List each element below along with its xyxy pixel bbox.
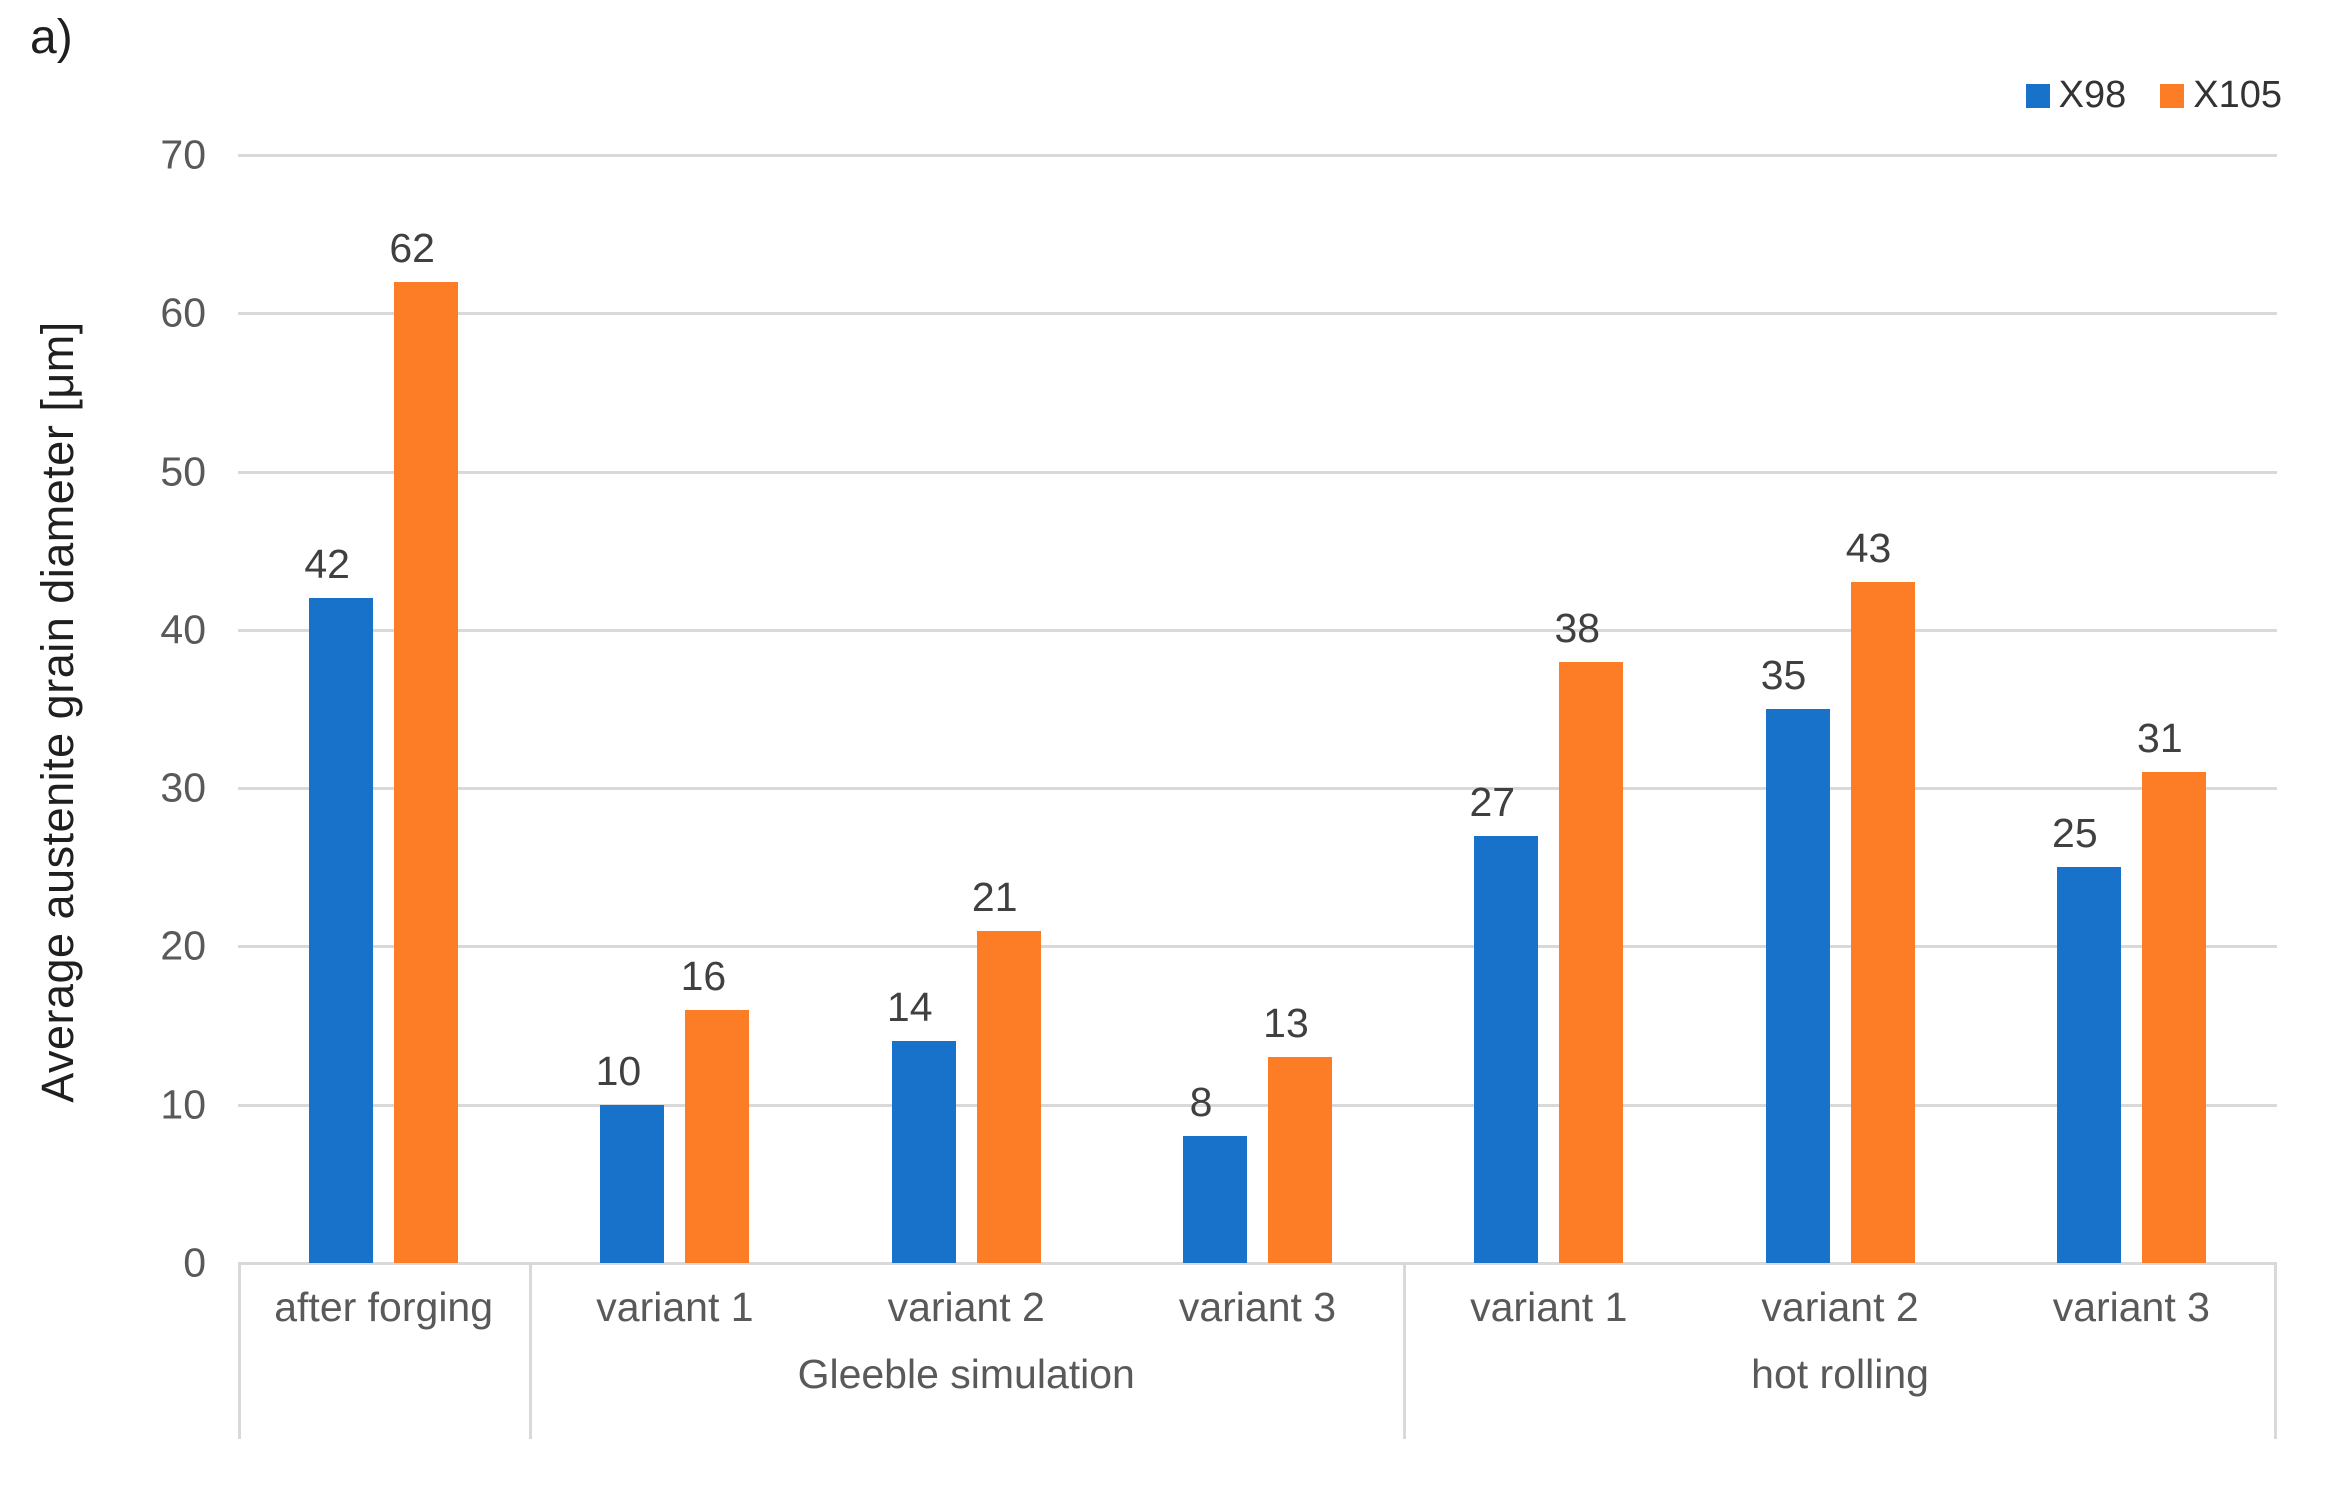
bar-column: 10 [596,155,665,1263]
bar-column: 25 [2052,155,2121,1263]
bar-x98-variant-1 [600,1104,665,1263]
category-slot-4: 8 13 [1112,155,1403,1263]
legend-item-x98: X98 [2025,74,2127,117]
figure-label: a) [30,11,73,64]
data-label-x98: 42 [304,541,350,588]
y-tick-label-60: 60 [160,289,206,336]
bar-x105-variant-3 [1267,1057,1332,1263]
category-label-row: after forging variant 1 variant 2 variant 3… [238,1263,2277,1351]
y-tick-label-50: 50 [160,448,206,495]
gridlines [238,154,2277,1265]
category-label: variant 3 [1178,1283,1337,1330]
bar-column: 42 [304,155,374,1263]
category-separator [238,1263,241,1439]
data-label-x105: 16 [680,952,727,999]
bar-x105-variant-1 [685,1009,750,1263]
bar-x105-variant-1 [1559,661,1624,1263]
data-label-x105: 21 [971,873,1018,920]
bar-column: 16 [681,155,750,1263]
gridline-20 [238,945,2277,949]
category-slot-5: 27 38 [1403,155,1694,1263]
legend-item-x105: X105 [2160,74,2282,117]
category-separator [2274,1263,2277,1439]
category-label: variant 2 [1761,1283,1919,1330]
group-label-Gleeble-simulation: Gleeble simulation [797,1351,1135,1397]
data-label-x98: 14 [886,984,933,1031]
bar-column: 62 [389,155,459,1263]
gridline-60 [238,312,2277,316]
bar-x105-variant-2 [1850,582,1915,1263]
gridline-50 [238,470,2277,474]
data-label-x98: 10 [595,1047,642,1094]
bar-column: 38 [1554,155,1624,1263]
bar-column: 35 [1761,155,1830,1263]
data-label-x98: 8 [1189,1079,1213,1126]
data-label-x105: 43 [1845,525,1892,572]
group-label-hot-rolling: hot rolling [1751,1351,1929,1397]
y-tick-label-10: 10 [160,1081,206,1128]
y-tick-label-20: 20 [160,922,206,969]
bar-column: 43 [1846,155,1915,1263]
legend: X98 X105 [2025,74,2282,117]
data-label-x98: 35 [1760,652,1807,698]
category-label: variant 3 [2052,1283,2210,1330]
category-separator [529,1263,533,1439]
bar-x105-after-forging [394,281,459,1263]
legend-swatch-x98 [2025,83,2050,108]
data-label-x105: 13 [1263,1000,1309,1047]
y-tick-label-0: 0 [183,1239,206,1286]
y-tick-label-30: 30 [160,764,206,811]
category-separator [1403,1263,1407,1439]
data-label-x105: 31 [2137,715,2183,762]
category-label: variant 1 [596,1283,754,1330]
category-label: variant 2 [887,1283,1045,1330]
legend-label-x105: X105 [2193,74,2282,116]
category-label: variant 1 [1470,1283,1628,1330]
gridline-0 [238,1262,2277,1265]
data-label-x105: 62 [389,224,435,271]
gridline-30 [238,787,2277,791]
bars-layer: 42 62 10 16 14 21 8 13 27 38 35 43 25 31 [238,155,2277,1263]
y-tick-label-70: 70 [160,131,206,178]
bar-column: 14 [887,155,956,1263]
category-slot-3: 14 21 [821,155,1112,1263]
category-label: after forging [274,1283,494,1330]
plot-area: 42 62 10 16 14 21 8 13 27 38 35 43 25 31 [238,154,2277,1265]
group-label-empty [238,1351,529,1439]
category-slot-1: 42 62 [238,155,529,1263]
group-label-row: Gleeble simulation hot rolling [238,1351,2277,1439]
x-axis-category-band: after forging variant 1 variant 2 variant 3… [238,1263,2277,1439]
bar-x98-variant-3 [2056,867,2121,1263]
bar-x105-variant-2 [976,930,1041,1263]
bar-x98-after-forging [309,598,374,1263]
legend-label-x98: X98 [2058,74,2127,116]
bar-column: 21 [972,155,1041,1263]
category-slot-2: 10 16 [529,155,820,1263]
bar-column: 8 [1182,155,1247,1263]
legend-swatch-x105 [2160,83,2185,108]
bar-x98-variant-2 [891,1041,956,1263]
bar-column: 31 [2137,155,2206,1263]
bar-x98-variant-1 [1474,835,1539,1263]
bar-column: 13 [1263,155,1332,1263]
category-slot-6: 35 43 [1694,155,1985,1263]
gridline-70 [238,154,2277,157]
y-tick-label-40: 40 [160,606,206,653]
bar-x98-variant-2 [1765,709,1830,1263]
gridline-10 [238,1103,2277,1107]
bar-x98-variant-3 [1182,1136,1247,1263]
y-tick-labels: 0 10 20 30 40 50 60 70 [0,132,206,1286]
bar-x105-variant-3 [2141,772,2206,1263]
gridline-40 [238,628,2277,632]
data-label-x98: 27 [1469,778,1516,825]
data-label-x98: 25 [2052,810,2098,857]
bar-column: 27 [1469,155,1539,1263]
data-label-x105: 38 [1554,604,1601,651]
category-slot-7: 25 31 [1986,155,2277,1263]
